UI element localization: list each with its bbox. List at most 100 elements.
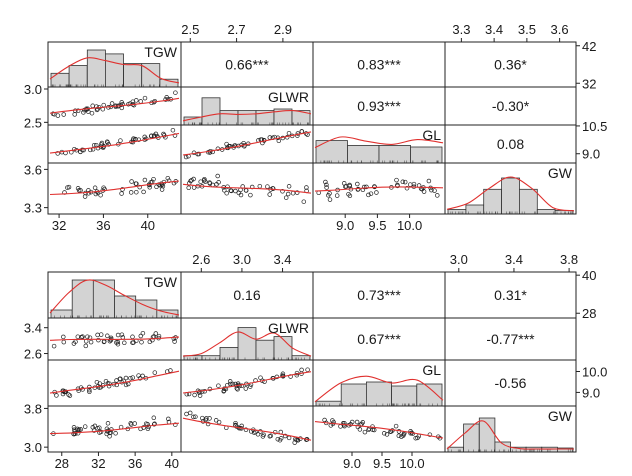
scatter-point [85,334,90,339]
scatter-point [347,193,353,199]
panel-gl-glwr [180,124,314,164]
scatter-point [243,386,249,391]
scatter-point [283,195,289,200]
scatter-point [199,389,205,394]
histogram-bar-glwr-4 [255,339,275,361]
density-line-tgw [49,57,180,84]
x-tick-label-gw: 3.0 [450,252,468,267]
scatter-point [343,184,348,189]
scatter-point [324,185,329,190]
scatter-point [168,368,173,373]
histogram-bar-gl-0 [315,400,342,407]
scatter-point [95,332,100,338]
histogram-bar-tgw-4 [123,63,143,88]
scatter-point [187,410,193,416]
scatter-point [98,192,103,198]
scatter-point [364,184,369,190]
panel-border [180,359,314,407]
variable-label-gl: GL [422,127,441,143]
x-tick-label-gl: 10.0 [397,218,422,233]
scatter-point [165,96,171,102]
scatter-point [234,386,240,391]
scatter-point [123,375,129,381]
density-line-glwr [182,331,312,357]
scatter-point [66,184,72,190]
scatter-point [61,334,66,340]
scatter-point [104,139,110,144]
scatter-point [368,191,374,196]
scatter-point [106,383,112,389]
panel-glwr-glwr: GLWR [180,86,314,126]
density-line-tgw [49,279,180,316]
scatter-point [426,178,432,184]
scatter-point [83,338,89,344]
panel-border [47,405,182,453]
scatter-point [106,142,111,147]
y-tick-label-gl: 9.0 [582,147,600,162]
scatter-point [400,179,406,185]
scatterplot-matrix-top: TGW 0.66*** 0.83*** 0.36* GLWR 0.93*** -0.30* G… [24,22,607,233]
scatter-point [88,339,94,345]
histogram-bar-gw-5 [536,209,556,215]
scatter-point [277,437,283,443]
scatter-point [149,133,154,138]
scatter-point [184,411,189,417]
scatter-point [128,190,134,195]
scatter-point [113,431,118,436]
scatter-point [215,146,221,152]
correlation-tgw-glwr: 0.16 [233,287,260,303]
panel-gw-gl [312,162,446,215]
trend-line [49,422,180,435]
variable-label-glwr: GLWR [268,320,309,336]
correlation-glwr-gw: -0.77*** [486,331,535,347]
scatter-point [61,112,66,117]
scatter-point [280,189,285,194]
scatter-point [361,184,367,190]
panel-gl-gw: -0.56 [444,359,577,407]
x-tick-label-gw: 3.4 [505,252,523,267]
histogram-bar-tgw-3 [105,53,124,88]
scatter-point [138,99,143,104]
scatter-point [120,187,125,192]
scatter-point [255,432,261,437]
scatter-point [191,414,196,420]
x-tick-label-glwr: 2.6 [192,252,210,267]
histogram-bar-gw-2 [478,417,496,453]
panel-glwr-gl: 0.93*** [312,86,446,126]
scatter-point [66,392,71,397]
scatter-point [195,151,200,157]
scatter-point [72,431,78,437]
scatter-point [151,176,156,182]
scatter-point [265,184,270,189]
scatterplot-matrix-bottom: TGW 0.16 0.73*** 0.31* GLWR 0.67*** -0.77*** GL… [24,252,607,471]
scatter-point [285,191,291,197]
scatter-point [267,192,272,197]
density-line-gl [314,375,444,403]
panel-border [444,162,577,215]
scatter-point [114,378,119,383]
scatter-point [355,424,361,430]
x-tick-label-glwr: 2.5 [181,22,199,37]
panel-gw-gw: GW [444,405,577,453]
scatter-point [349,419,355,425]
trend-line [314,421,444,439]
scatter-point [188,178,193,184]
y-tick-label-gw: 3.0 [24,440,42,455]
x-tick-label-gw: 3.3 [452,22,470,37]
scatter-point [61,339,67,345]
scatter-point [235,387,240,392]
x-tick-label-gl: 9.5 [368,218,386,233]
y-tick-label-glwr: 3.0 [24,82,42,97]
scatter-point [97,430,102,435]
y-tick-label-gw: 3.6 [24,162,42,177]
panel-tgw-glwr: 0.16 [180,271,314,319]
scatter-point [247,384,253,389]
scatter-point [154,184,159,190]
scatter-point [120,102,125,107]
histogram-bar-gl-3 [391,385,418,407]
histogram-bar-gl-1 [347,144,380,164]
scatter-point [129,422,134,427]
scatter-point [101,185,106,190]
scatter-point [76,188,82,193]
scatter-point [413,435,418,441]
